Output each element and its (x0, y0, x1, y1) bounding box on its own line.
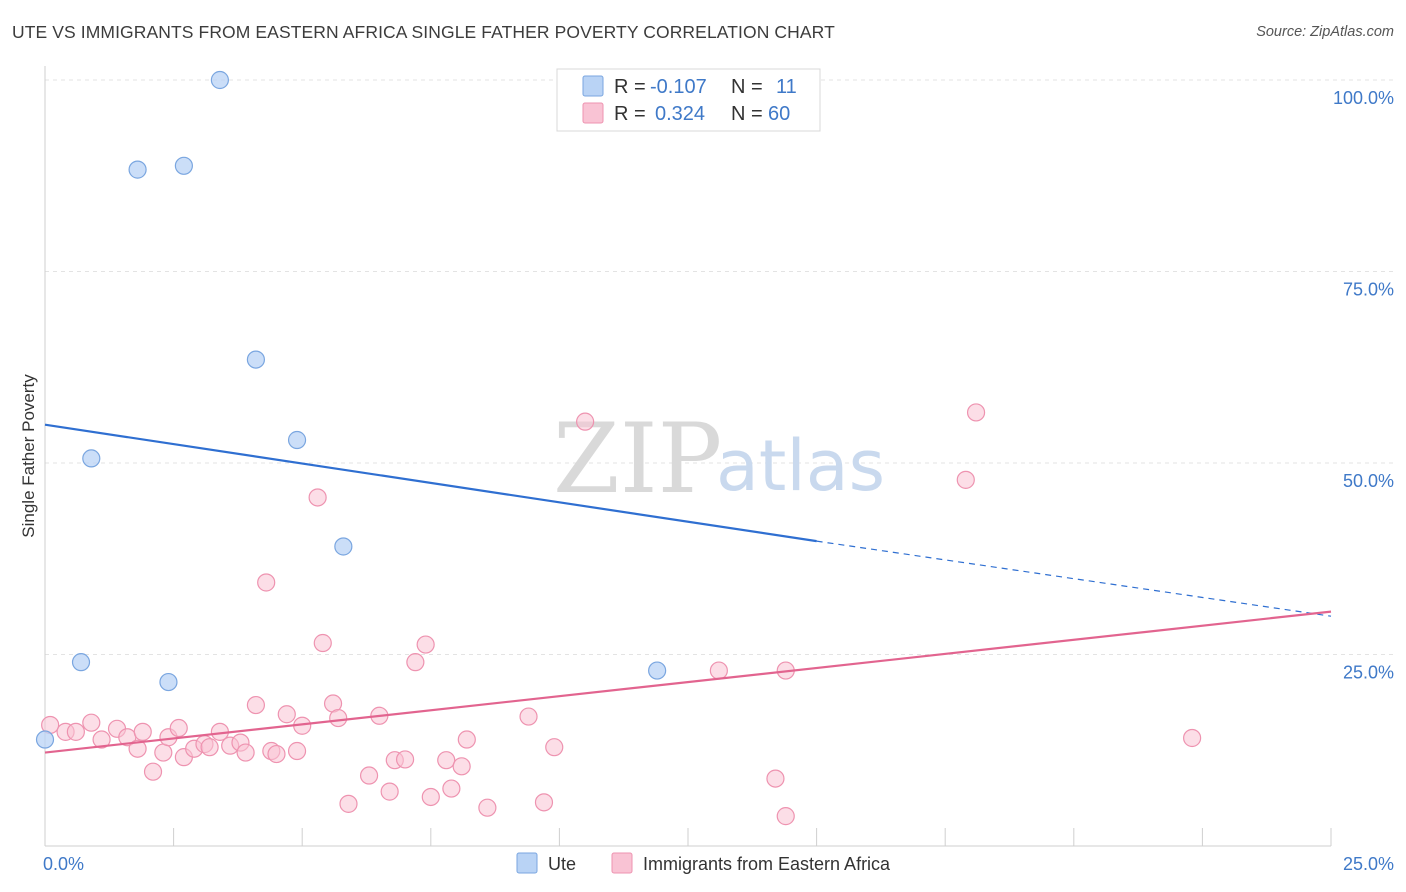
immigrants-point-24 (277, 705, 296, 724)
ute-n-label: N = (731, 76, 763, 98)
immigrants-point-39 (416, 635, 435, 654)
immigrants-point-23 (267, 744, 286, 764)
immigrants-point-9 (143, 762, 163, 781)
immigrants-point-33 (359, 766, 379, 785)
ute-trend-line (44, 423, 817, 543)
immigrants-point-10 (154, 743, 173, 762)
imm-r-value: 0.324 (655, 103, 705, 125)
immigrants-point-25 (287, 741, 307, 761)
x-tick-label-0: 0.0% (43, 854, 84, 874)
immigrants-point-56 (1183, 728, 1202, 748)
immigrants-point-37 (395, 750, 415, 769)
immigrants-point-48 (545, 738, 564, 757)
ute-point-10 (35, 730, 55, 749)
immigrants-point-47 (534, 793, 554, 812)
series-immigrants-points (41, 403, 1202, 826)
ute-r-value: -0.107 (650, 76, 707, 98)
immigrants-point-52 (776, 807, 795, 826)
immigrants-point-28 (313, 633, 332, 653)
legend-immigrants-label: Immigrants from Eastern Africa (643, 854, 891, 874)
y-tick-label-0: 100.0% (1333, 88, 1394, 108)
ute-n-value: 11 (776, 76, 797, 98)
immigrants-point-31 (329, 708, 348, 728)
immigrants-point-27 (308, 488, 327, 507)
immigrants-point-8 (133, 722, 152, 741)
legend-ute-label: Ute (548, 854, 576, 874)
y-tick-label-2: 50.0% (1343, 471, 1394, 491)
immigrants-point-42 (442, 779, 461, 798)
ute-point-5 (287, 430, 307, 450)
immigrants-point-41 (437, 751, 456, 770)
immigrants-point-51 (766, 769, 785, 788)
watermark: ZIP atlas (553, 403, 885, 515)
y-tick-label-1: 75.0% (1343, 280, 1394, 300)
ute-point-1 (128, 160, 147, 179)
immigrants-swatch (582, 102, 604, 124)
immigrants-point-46 (519, 707, 538, 726)
chart-title: UTE VS IMMIGRANTS FROM EASTERN AFRICA SI… (12, 22, 835, 42)
ute-swatch (582, 75, 604, 97)
immigrants-point-3 (82, 713, 101, 732)
y-axis-label: Single Father Poverty (19, 374, 38, 538)
immigrants-point-49 (576, 412, 595, 431)
immigrants-point-16 (200, 738, 219, 757)
immigrants-point-12 (169, 718, 188, 738)
grid-lines (45, 79, 1393, 655)
ute-point-3 (246, 350, 266, 369)
ute-point-4 (82, 449, 101, 468)
immigrants-trend-line (44, 610, 1332, 754)
immigrants-point-55 (966, 403, 986, 422)
ute-point-6 (334, 537, 353, 556)
axes (44, 66, 1332, 847)
immigrants-point-2 (66, 722, 85, 741)
immigrants-point-32 (339, 794, 358, 813)
ute-point-7 (71, 653, 91, 672)
ute-point-9 (648, 661, 667, 680)
immigrants-point-7 (128, 739, 147, 758)
source-credit: Source: ZipAtlas.com (1256, 24, 1394, 40)
ute-r-label: R = (614, 76, 646, 98)
ute-point-8 (159, 672, 178, 692)
immigrants-point-44 (457, 730, 476, 749)
immigrants-point-21 (246, 695, 266, 715)
legend-ute-swatch (516, 852, 538, 874)
imm-n-value: 60 (768, 103, 790, 125)
imm-n-label: N = (731, 103, 763, 125)
ute-trend-extension (816, 540, 1332, 617)
watermark-atlas: atlas (716, 425, 885, 507)
x-tick-label-1: 25.0% (1343, 854, 1394, 874)
ute-point-0 (210, 70, 229, 90)
immigrants-point-20 (236, 743, 255, 762)
immigrants-point-29 (257, 573, 276, 592)
y-tick-label-3: 25.0% (1343, 663, 1394, 683)
imm-r-label: R = (614, 103, 646, 125)
series-ute-points (35, 70, 667, 749)
ute-point-2 (174, 156, 193, 175)
immigrants-point-50 (709, 661, 728, 680)
y-tick-labels: 100.0% 75.0% 50.0% 25.0% (1333, 88, 1394, 683)
immigrants-point-43 (452, 757, 471, 776)
trend-lines (44, 423, 1332, 754)
immigrants-point-35 (380, 782, 399, 801)
immigrants-point-38 (406, 653, 425, 672)
immigrants-point-4 (92, 730, 111, 749)
series-legend: Ute Immigrants from Eastern Africa (516, 852, 891, 874)
immigrants-point-45 (478, 798, 497, 817)
stats-legend: R = -0.107 N = 11 R = 0.324 N = 60 (556, 68, 821, 132)
immigrants-point-54 (956, 470, 975, 489)
x-tick-labels: 0.0% 25.0% (43, 854, 1394, 874)
legend-immigrants-swatch (611, 852, 633, 874)
immigrants-point-40 (421, 787, 440, 807)
